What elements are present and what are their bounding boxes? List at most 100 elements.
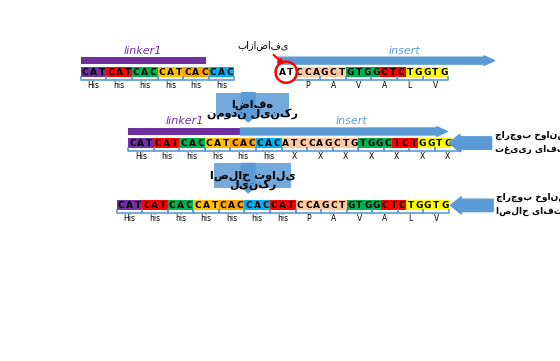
Bar <box>197 138 205 148</box>
Bar <box>141 67 149 77</box>
FancyBboxPatch shape <box>216 93 288 117</box>
Text: بازاضافی: بازاضافی <box>237 40 288 63</box>
Text: T: T <box>356 201 362 210</box>
Bar <box>278 200 287 210</box>
Text: G: G <box>363 68 371 77</box>
Text: T: T <box>342 139 349 148</box>
Bar <box>431 67 440 77</box>
Bar <box>193 200 202 210</box>
Bar <box>132 67 141 77</box>
Bar <box>440 67 448 77</box>
Text: C: C <box>118 201 124 210</box>
Text: C: C <box>398 68 405 77</box>
Text: C: C <box>237 201 244 210</box>
Bar <box>380 67 389 77</box>
Bar <box>116 200 125 210</box>
Text: T: T <box>410 139 417 148</box>
Text: C: C <box>399 201 405 210</box>
Text: نمودن لینکر: نمودن لینکر <box>207 108 297 119</box>
Bar <box>423 67 431 77</box>
Text: C: C <box>155 139 161 148</box>
Bar <box>188 138 197 148</box>
Bar <box>137 138 145 148</box>
Bar <box>175 67 183 77</box>
Text: G: G <box>416 201 423 210</box>
Text: C: C <box>263 201 269 210</box>
Text: G: G <box>423 68 431 77</box>
Bar <box>389 67 397 77</box>
Text: C: C <box>231 139 238 148</box>
Text: G: G <box>351 139 358 148</box>
Text: A: A <box>330 81 336 90</box>
Text: T: T <box>288 201 295 210</box>
Text: اصلاح توالی: اصلاح توالی <box>209 170 295 181</box>
Bar <box>145 138 153 148</box>
Bar <box>227 200 236 210</box>
Bar <box>338 200 347 210</box>
Text: T: T <box>390 201 396 210</box>
Text: G: G <box>321 201 329 210</box>
Text: A: A <box>228 201 235 210</box>
Text: A: A <box>90 68 97 77</box>
Text: T: T <box>223 139 229 148</box>
Text: his: his <box>263 152 274 161</box>
Text: G: G <box>373 201 380 210</box>
Bar <box>423 200 432 210</box>
Text: C: C <box>133 68 139 77</box>
Text: C: C <box>206 139 212 148</box>
Bar <box>337 67 346 77</box>
Text: A: A <box>382 214 388 223</box>
Bar <box>219 200 227 210</box>
Text: A: A <box>116 68 123 77</box>
Text: his: his <box>212 152 223 161</box>
Bar <box>304 200 312 210</box>
Bar <box>115 67 123 77</box>
Text: C: C <box>108 68 114 77</box>
Bar <box>358 138 367 148</box>
Text: C: C <box>220 201 226 210</box>
Text: his: his <box>150 214 160 223</box>
Text: G: G <box>347 201 354 210</box>
Text: V: V <box>356 81 361 90</box>
Bar <box>133 200 142 210</box>
Bar <box>98 67 106 77</box>
Bar <box>90 67 98 77</box>
Text: T: T <box>356 68 362 77</box>
Text: His: His <box>135 152 147 161</box>
Text: His: His <box>123 214 136 223</box>
Text: A: A <box>254 201 260 210</box>
Text: G: G <box>347 68 354 77</box>
Text: G: G <box>367 139 375 148</box>
Text: X: X <box>394 152 399 161</box>
Text: A: A <box>177 201 184 210</box>
Text: T: T <box>160 201 166 210</box>
Text: his: his <box>190 81 202 90</box>
Bar <box>355 200 364 210</box>
Text: his: his <box>251 214 263 223</box>
Text: C: C <box>82 68 88 77</box>
Text: P: P <box>305 81 310 90</box>
Bar <box>176 200 185 210</box>
Text: A: A <box>137 139 144 148</box>
Text: T: T <box>135 201 141 210</box>
Text: T: T <box>338 68 345 77</box>
Bar <box>171 138 179 148</box>
Bar <box>270 200 278 210</box>
Text: his: his <box>226 214 237 223</box>
Text: T: T <box>436 139 442 148</box>
Bar <box>312 200 321 210</box>
Bar <box>286 67 295 77</box>
Bar <box>350 138 358 148</box>
Text: C: C <box>296 201 303 210</box>
Text: T: T <box>390 68 396 77</box>
Text: X: X <box>419 152 425 161</box>
Bar <box>371 67 380 77</box>
Text: A: A <box>151 201 158 210</box>
Bar <box>372 200 381 210</box>
Text: چارچوب خوانش: چارچوب خوانش <box>496 193 560 202</box>
Text: A: A <box>316 139 324 148</box>
Bar <box>427 138 435 148</box>
Bar <box>153 138 162 148</box>
Text: G: G <box>440 68 447 77</box>
Bar <box>81 67 90 77</box>
